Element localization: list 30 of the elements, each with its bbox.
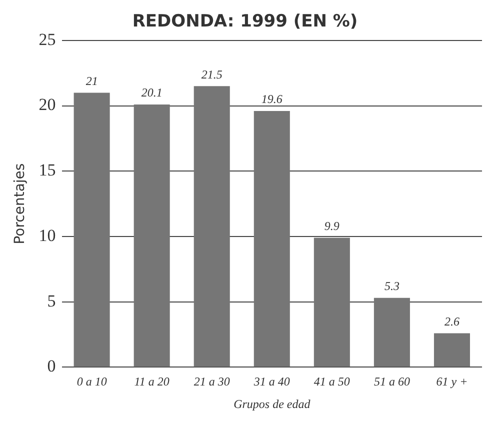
y-tick-label: 25 — [38, 30, 56, 49]
bar — [194, 86, 230, 367]
data-label: 9.9 — [324, 218, 340, 233]
x-axis-title: Grupos de edad — [234, 396, 312, 411]
data-label: 20.1 — [141, 86, 162, 100]
data-label: 21.5 — [201, 67, 222, 82]
data-label: 19.6 — [261, 92, 282, 106]
bar — [74, 92, 110, 367]
y-tick-label: 5 — [47, 291, 56, 310]
y-tick-label: 10 — [38, 226, 56, 245]
data-label: 21 — [86, 74, 98, 88]
bar — [254, 110, 290, 367]
x-tick-label: 41 a 50 — [314, 374, 350, 389]
bar — [374, 298, 410, 367]
data-label: 2.6 — [444, 314, 460, 328]
bar — [314, 238, 350, 367]
x-tick-label: 21 a 30 — [194, 374, 230, 389]
x-tick-label: 31 a 40 — [252, 374, 290, 389]
bar — [134, 104, 170, 367]
y-tick-label: 15 — [38, 160, 56, 180]
x-tick-label: 61 y + — [436, 374, 468, 389]
x-tick-label: 11 a 20 — [134, 374, 170, 389]
bar — [434, 333, 470, 367]
y-tick-label: 0 — [47, 356, 56, 376]
chart-title: REDONDA: 1999 (EN %) — [132, 12, 358, 32]
y-tick-label: 20 — [38, 95, 56, 114]
x-tick-label: 51 a 60 — [374, 374, 410, 389]
x-tick-label: 0 a 10 — [76, 374, 107, 389]
y-axis-title: Porcentajes — [12, 163, 28, 244]
data-label: 5.3 — [384, 279, 400, 294]
